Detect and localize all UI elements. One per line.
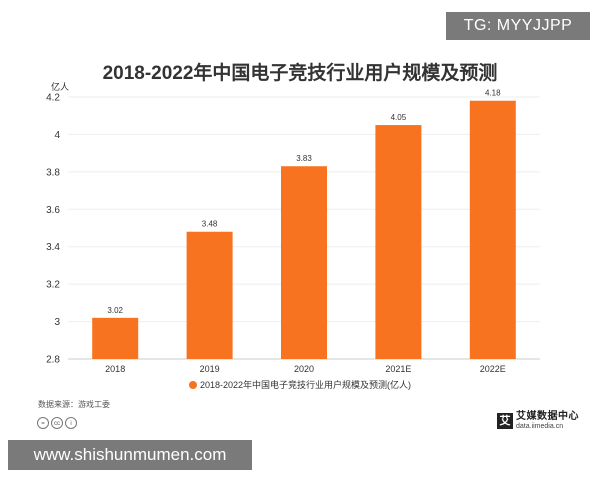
data-label: 4.18 (485, 89, 501, 98)
attribution-icon: i (65, 417, 77, 429)
brand-mark-icon: 艾 (497, 413, 513, 429)
data-label: 3.02 (107, 306, 123, 315)
bar (92, 317, 139, 359)
x-tick-label: 2018 (105, 364, 125, 374)
watermark-top: TG: MYYJJPP (446, 12, 590, 40)
legend-swatch (188, 381, 197, 389)
y-tick-label: 4 (54, 130, 60, 141)
y-tick-label: 3.6 (46, 205, 60, 216)
legend-label: 2018-2022年中国电子竞技行业用户规模及预测(亿人) (199, 380, 412, 390)
data-label: 4.05 (391, 113, 407, 122)
y-axis-label: 亿人 (51, 81, 69, 93)
equal-icon: = (37, 417, 49, 429)
cc-icon: cc (51, 417, 63, 429)
y-tick-label: 3.2 (46, 280, 60, 291)
bar (469, 100, 516, 359)
y-tick-label: 4.2 (46, 93, 60, 104)
watermark-bottom: www.shishunmumen.com (8, 440, 252, 470)
y-tick-label: 3.8 (46, 167, 60, 178)
brand-url: data.iimedia.cn (516, 423, 564, 430)
license-icons: = cc i (37, 417, 77, 429)
chart-title: 2018-2022年中国电子竞技行业用户规模及预测 (102, 63, 498, 84)
source-note: 数据来源：游戏工委 (38, 400, 110, 409)
brand-name: 艾媒数据中心 (516, 411, 579, 422)
bar (375, 125, 422, 359)
bar (186, 231, 233, 359)
x-tick-label: 2022E (480, 364, 506, 374)
data-label: 3.83 (296, 154, 312, 163)
data-label: 3.48 (202, 220, 218, 229)
x-tick-label: 2019 (200, 364, 220, 374)
x-tick-label: 2021E (385, 364, 411, 374)
bar (281, 166, 327, 359)
brand-logo: 艾 艾媒数据中心 data.iimedia.cn (497, 412, 579, 430)
y-tick-label: 2.8 (46, 355, 60, 366)
chart-legend: 2018-2022年中国电子竞技行业用户规模及预测(亿人) (0, 378, 600, 391)
x-tick-label: 2020 (294, 364, 314, 374)
y-tick-label: 3.4 (46, 242, 60, 253)
y-tick-label: 3 (54, 317, 60, 328)
